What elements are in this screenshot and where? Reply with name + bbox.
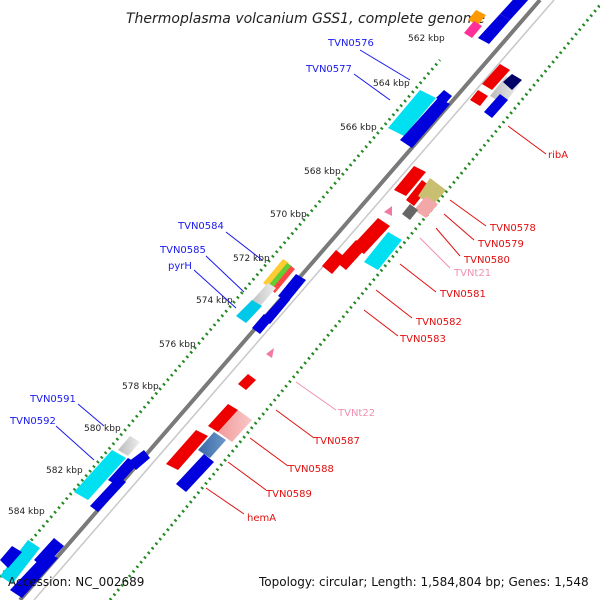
gene-arrow[interactable] <box>468 10 486 25</box>
tick-label: 580 kbp <box>84 424 121 434</box>
tick-label: 578 kbp <box>122 382 159 392</box>
gene-arrow[interactable] <box>278 274 306 302</box>
gene-label-tvn0592[interactable]: TVN0592 <box>9 416 56 427</box>
gene-arrow-tvn0579[interactable] <box>394 166 426 196</box>
gene-label-tvn0588[interactable]: TVN0588 <box>287 464 334 475</box>
gene-arrow-tvn0585[interactable] <box>236 300 262 323</box>
forward-gene-labels: TVN0576 TVN0577 TVN0584 TVN0585 pyrH TVN… <box>9 38 374 427</box>
gene-arrow[interactable] <box>402 204 418 220</box>
gene-arrow[interactable] <box>0 540 40 584</box>
gene-label-tvn0585[interactable]: TVN0585 <box>159 245 206 256</box>
gene-label-tvnt22[interactable]: TVNt22 <box>337 408 375 419</box>
forward-strand-genes <box>0 0 530 598</box>
gene-arrow[interactable] <box>34 538 64 568</box>
gene-label-tvn0582[interactable]: TVN0582 <box>415 317 462 328</box>
trna-marker-tvnt21[interactable] <box>384 206 392 216</box>
gene-label-riba[interactable]: ribA <box>548 150 568 161</box>
gene-arrow[interactable] <box>166 430 208 470</box>
gene-arrow-tvn0587[interactable] <box>238 374 256 390</box>
map-title: Thermoplasma volcanium GSS1, complete ge… <box>126 11 485 27</box>
scale-dotted-track-inner <box>108 4 600 600</box>
scale-dotted-track-outer <box>0 59 442 578</box>
gene-arrow[interactable] <box>322 250 346 274</box>
gene-arrow-tvn0580[interactable] <box>414 196 438 218</box>
gene-arrow-tvn0577[interactable] <box>388 90 436 136</box>
gene-arrow-tvn0592[interactable] <box>74 450 126 500</box>
gene-arrow-tvn0589[interactable] <box>198 432 226 458</box>
gene-arrow[interactable] <box>271 266 295 293</box>
gene-arrow-tvn0583[interactable] <box>336 240 366 270</box>
tick-label: 568 kbp <box>304 167 341 177</box>
scale-ticks: 562 kbp 564 kbp 566 kbp 568 kbp 570 kbp … <box>8 34 445 517</box>
gene-label-tvn0579[interactable]: TVN0579 <box>477 239 524 250</box>
genome-backbone-shadow <box>33 0 555 600</box>
gene-arrow-riba[interactable] <box>503 74 522 90</box>
genome-summary-text: Topology: circular; Length: 1,584,804 bp… <box>258 575 589 589</box>
gene-arrow-tvn0588[interactable] <box>218 410 252 442</box>
gene-label-tvn0584[interactable]: TVN0584 <box>177 221 224 232</box>
gene-arrow[interactable] <box>267 263 292 290</box>
gene-label-tvn0577[interactable]: TVN0577 <box>305 64 352 75</box>
tick-label: 572 kbp <box>233 254 270 264</box>
gene-arrow[interactable] <box>478 14 510 44</box>
gene-label-hema[interactable]: hemA <box>247 513 276 524</box>
gene-label-tvn0589[interactable]: TVN0589 <box>265 489 312 500</box>
tick-label: 566 kbp <box>340 123 377 133</box>
gene-arrow-tvn0581[interactable] <box>364 232 402 270</box>
gene-arrow-tvn0576[interactable] <box>436 90 452 103</box>
gene-arrow[interactable] <box>482 64 510 90</box>
gene-arrow[interactable] <box>128 450 150 470</box>
gene-arrow-hema[interactable] <box>176 454 214 492</box>
tick-label: 576 kbp <box>159 340 196 350</box>
gene-label-tvn0580[interactable]: TVN0580 <box>463 255 510 266</box>
gene-arrow[interactable] <box>0 546 22 568</box>
gene-label-tvn0587[interactable]: TVN0587 <box>313 436 360 447</box>
tick-label: 584 kbp <box>8 507 45 517</box>
tick-label: 574 kbp <box>196 296 233 306</box>
gene-arrow-tvn0591[interactable] <box>118 436 140 456</box>
trna-marker-tvnt22[interactable] <box>266 348 274 358</box>
gene-arrow[interactable] <box>464 21 482 38</box>
gene-arrow[interactable] <box>108 458 138 486</box>
gene-arrow[interactable] <box>208 404 238 432</box>
tick-label: 582 kbp <box>46 466 83 476</box>
gene-label-tvn0578[interactable]: TVN0578 <box>489 223 536 234</box>
reverse-gene-labels: ribA TVN0578 TVN0579 TVN0580 TVNt21 TVN0… <box>247 150 568 524</box>
gene-arrow[interactable] <box>263 259 289 287</box>
gene-label-tvn0576[interactable]: TVN0576 <box>327 38 374 49</box>
tick-label: 564 kbp <box>373 79 410 89</box>
tick-label: 570 kbp <box>270 210 307 220</box>
gene-label-pyrh[interactable]: pyrH <box>168 261 192 272</box>
gene-label-tvn0581[interactable]: TVN0581 <box>439 289 486 300</box>
accession-text: Accession: NC_002689 <box>8 575 144 589</box>
tick-label: 562 kbp <box>408 34 445 44</box>
gene-arrow[interactable] <box>262 296 290 324</box>
gene-arrow[interactable] <box>484 94 508 118</box>
gene-arrow[interactable] <box>406 180 430 206</box>
gene-arrow[interactable] <box>470 90 488 106</box>
gene-arrow[interactable] <box>400 98 450 148</box>
leader-lines <box>55 49 547 515</box>
gene-label-tvnt21[interactable]: TVNt21 <box>453 268 491 279</box>
reverse-strand-genes <box>166 64 522 492</box>
gene-label-tvn0591[interactable]: TVN0591 <box>29 394 76 405</box>
gene-arrow[interactable] <box>500 0 530 20</box>
gene-label-tvn0583[interactable]: TVN0583 <box>399 334 446 345</box>
